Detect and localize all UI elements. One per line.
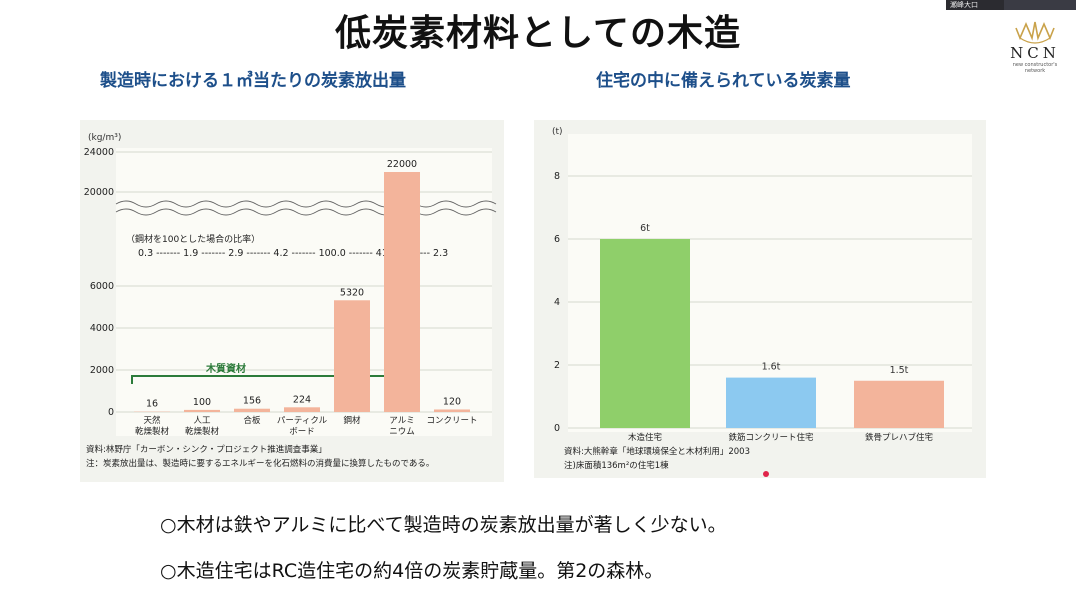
right-chart-panel: (t) 0 2 4 6 8 6t 木造住宅 1.6t 鉄筋コンクリート住宅 1.5t 鉄骨プレハブ… bbox=[534, 120, 986, 478]
bar bbox=[384, 172, 420, 412]
category-label: アルミ bbox=[389, 416, 414, 426]
left-tick-labels: 0 2000 4000 6000 20000 24000 bbox=[84, 147, 114, 418]
y-tick-label: 6 bbox=[554, 234, 560, 245]
axis-break-lower bbox=[115, 208, 497, 216]
left-bars: 16天然乾燥製材100人工乾燥製材156合板224パーティクルボード5320鋼材… bbox=[134, 159, 478, 437]
bar-value-label: 6t bbox=[640, 223, 650, 234]
right-bars: 6t 木造住宅 1.6t 鉄筋コンクリート住宅 1.5t 鉄骨プレハブ住宅 bbox=[600, 223, 944, 443]
bar-value-label: 156 bbox=[243, 396, 261, 407]
bar bbox=[726, 377, 816, 428]
category-label: 乾燥製材 bbox=[135, 426, 170, 437]
left-unit-label: (kg/m³) bbox=[88, 133, 121, 143]
slide-title: 低炭素材料としての木造 bbox=[335, 13, 741, 54]
bar bbox=[184, 409, 220, 412]
bar bbox=[600, 239, 690, 428]
category-label: ニウム bbox=[389, 427, 415, 437]
category-label: パーティクル bbox=[277, 416, 328, 426]
left-chart-panel: (kg/m³) 0 2000 4000 6000 20000 24000 （鋼材を100と… bbox=[80, 120, 504, 482]
category-label: 合板 bbox=[243, 415, 261, 426]
bar-value-label: 1.6t bbox=[762, 362, 781, 373]
right-tick-labels: 0 2 4 6 8 bbox=[554, 171, 560, 434]
bar bbox=[854, 380, 944, 428]
bar-value-label: 16 bbox=[146, 399, 158, 410]
ratio-caption: （鋼材を100とした場合の比率） bbox=[126, 233, 260, 245]
axis-break-upper bbox=[115, 200, 497, 208]
right-note: 注)床面積136m²の住宅1棟 bbox=[564, 460, 669, 471]
bar-value-label: 100 bbox=[193, 397, 211, 408]
category-label: 人工 bbox=[193, 416, 211, 426]
pointer-dot bbox=[763, 471, 769, 477]
webcam-thumbnail[interactable] bbox=[946, 0, 1004, 10]
category-label: コンクリート bbox=[426, 416, 477, 426]
y-tick-label: 2 bbox=[554, 360, 560, 371]
right-unit-label: (t) bbox=[552, 127, 563, 137]
ratio-line: 0.3 ------- 1.9 ------- 2.9 ------- 4.2 … bbox=[138, 248, 448, 259]
left-gridlines bbox=[116, 151, 492, 413]
bar-value-label: 5320 bbox=[340, 287, 364, 298]
logo-text: NCN bbox=[1010, 44, 1060, 62]
y-tick-label: 0 bbox=[108, 407, 114, 418]
left-note: 注：炭素放出量は、製造時に要するエネルギーを化石燃料の消費量に換算したものである… bbox=[86, 458, 434, 469]
left-chart-heading: 製造時における１㎥当たりの炭素放出量 bbox=[100, 71, 406, 91]
y-tick-label: 2000 bbox=[90, 365, 114, 376]
y-tick-label: 4000 bbox=[90, 323, 114, 334]
y-tick-label: 4 bbox=[554, 297, 560, 308]
bar-value-label: 22000 bbox=[387, 159, 417, 170]
bullet-1: ○木材は鉄やアルミに比べて製造時の炭素放出量が著しく少ない。 bbox=[160, 514, 727, 536]
bar bbox=[234, 408, 270, 412]
y-tick-label: 24000 bbox=[84, 147, 114, 158]
y-tick-label: 20000 bbox=[84, 187, 114, 198]
bar bbox=[284, 407, 320, 412]
y-tick-label: 6000 bbox=[90, 281, 114, 292]
bar-value-label: 1.5t bbox=[890, 365, 909, 376]
category-label: 乾燥製材 bbox=[185, 426, 220, 437]
presenter-label: 瀬峰大口 bbox=[950, 1, 978, 9]
bar-value-label: 224 bbox=[293, 394, 311, 405]
wood-group-label: 木質資材 bbox=[205, 362, 246, 375]
left-chart: (kg/m³) 0 2000 4000 6000 20000 24000 （鋼材を100と… bbox=[84, 133, 497, 469]
bar-value-label: 120 bbox=[443, 396, 461, 407]
webcam-thumbnail-video[interactable] bbox=[1004, 0, 1076, 10]
right-source: 資料:大熊幹章「地球環境保全と木材利用」2003 bbox=[564, 446, 750, 457]
y-tick-label: 8 bbox=[554, 171, 560, 182]
category-label: 鋼材 bbox=[343, 415, 361, 426]
bullet-2: ○木造住宅はRC造住宅の約4倍の炭素貯蔵量。第2の森林。 bbox=[160, 560, 664, 582]
y-tick-label: 0 bbox=[554, 423, 560, 434]
category-label: 木造住宅 bbox=[628, 432, 662, 443]
category-label: ボード bbox=[289, 427, 315, 437]
category-label: 鉄筋コンクリート住宅 bbox=[728, 432, 813, 443]
ncn-logo-icon bbox=[1015, 21, 1055, 44]
right-chart-heading: 住宅の中に備えられている炭素量 bbox=[596, 71, 851, 91]
bar bbox=[334, 300, 370, 412]
right-chart: (t) 0 2 4 6 8 6t 木造住宅 1.6t 鉄筋コンクリート住宅 1.5t 鉄骨プレハブ… bbox=[552, 127, 972, 477]
bar bbox=[434, 409, 470, 412]
category-label: 鉄骨プレハブ住宅 bbox=[865, 432, 933, 443]
logo-subtext: new constructor's network bbox=[1012, 62, 1058, 74]
category-label: 天然 bbox=[143, 415, 161, 426]
left-source: 資料:林野庁「カーボン・シンク・プロジェクト推進調査事業」 bbox=[86, 444, 327, 455]
